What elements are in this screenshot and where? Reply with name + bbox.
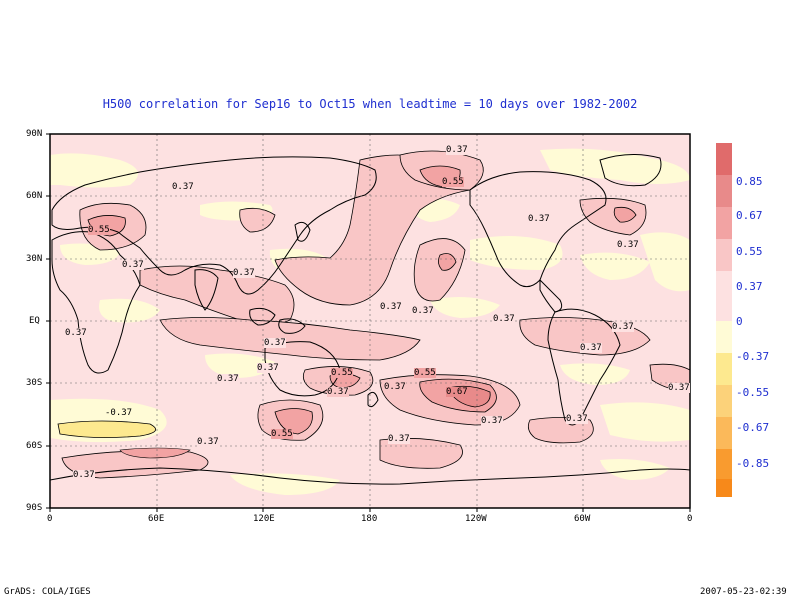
contour-label: 0.37	[122, 260, 144, 270]
contour-label: 0.37	[197, 437, 219, 447]
contour-label: 0.37	[566, 414, 588, 424]
colorbar-swatch	[716, 353, 732, 385]
colorbar-swatch	[716, 175, 732, 207]
lat-label: 90N	[26, 129, 43, 139]
lat-label: EQ	[29, 316, 40, 326]
contour-label: 0.37	[388, 434, 410, 444]
contour-label: 0.37	[233, 268, 255, 278]
negative-contour-minus037	[57, 420, 157, 438]
colorbar-label: 0.37	[736, 280, 763, 293]
colorbar-swatch	[716, 417, 732, 449]
lat-label: 30N	[26, 254, 43, 264]
contour-label: 0.67	[446, 387, 468, 397]
colorbar-label: -0.55	[736, 386, 770, 399]
contour-label: 0.37	[257, 363, 279, 373]
contour-label: 0.37	[65, 328, 87, 338]
colorbar-label: -0.85	[736, 457, 770, 470]
colorbar	[716, 143, 732, 497]
contour-label: 0.37	[617, 240, 639, 250]
contour-label: 0.37	[172, 182, 194, 192]
coastlines	[50, 154, 690, 485]
contour-label: 0.37	[412, 306, 434, 316]
lat-label: 90S	[26, 503, 43, 513]
contour-label: 0.37	[612, 322, 634, 332]
lat-label: 60S	[26, 441, 43, 451]
lon-label: 120E	[253, 514, 275, 524]
colorbar-swatch	[716, 239, 732, 271]
lon-label: 60E	[148, 514, 165, 524]
lon-label: 120W	[465, 514, 487, 524]
contour-label: 0.37	[668, 383, 690, 393]
colorbar-swatch	[716, 385, 732, 417]
contour-label: -0.37	[105, 408, 133, 418]
contour-label: 0.37	[493, 314, 515, 324]
colorbar-label: 0.67	[736, 209, 763, 222]
contour-label: 0.55	[271, 429, 293, 439]
contour-label: 0.37	[217, 374, 239, 384]
contour-label: 0.37	[446, 145, 468, 155]
lon-label: 0	[687, 514, 693, 524]
colorbar-label: 0.55	[736, 245, 763, 258]
contour-label: 0.37	[327, 387, 349, 397]
contour-label: 0.55	[442, 177, 464, 187]
colorbar-swatch	[716, 271, 732, 321]
contour-label: 0.55	[88, 225, 110, 235]
colorbar-swatch	[716, 479, 732, 497]
colorbar-swatch	[716, 321, 732, 353]
colorbar-label: -0.67	[736, 421, 770, 434]
positive-055-antarctic	[119, 447, 191, 459]
contour-label: 0.37	[264, 338, 286, 348]
lat-label: 30S	[26, 378, 43, 388]
shaded-fields	[50, 134, 690, 508]
contour-label: 0.37	[528, 214, 550, 224]
lat-label: 60N	[26, 191, 43, 201]
contour-label: 0.37	[481, 416, 503, 426]
colorbar-swatch	[716, 207, 732, 239]
lon-label: 180	[361, 514, 378, 524]
footer-timestamp: 2007-05-23-02:39	[700, 587, 787, 597]
colorbar-swatch	[716, 449, 732, 479]
axis-ticks	[46, 133, 691, 512]
contour-label: 0.55	[414, 368, 436, 378]
colorbar-swatch	[716, 143, 732, 175]
lon-label: 0	[47, 514, 53, 524]
colorbar-label: 0	[736, 315, 743, 328]
colorbar-label: 0.85	[736, 175, 763, 188]
contour-label: 0.55	[331, 368, 353, 378]
colorbar-label: -0.37	[736, 350, 770, 363]
map-title: H500 correlation for Sep16 to Oct15 when…	[102, 97, 638, 111]
contour-label: 0.37	[380, 302, 402, 312]
lon-label: 60W	[574, 514, 591, 524]
graticule	[50, 134, 690, 508]
contour-label: 0.37	[73, 470, 95, 480]
footer-credit: GrADS: COLA/IGES	[4, 587, 91, 597]
contour-label: 0.37	[580, 343, 602, 353]
contour-label: 0.37	[384, 382, 406, 392]
